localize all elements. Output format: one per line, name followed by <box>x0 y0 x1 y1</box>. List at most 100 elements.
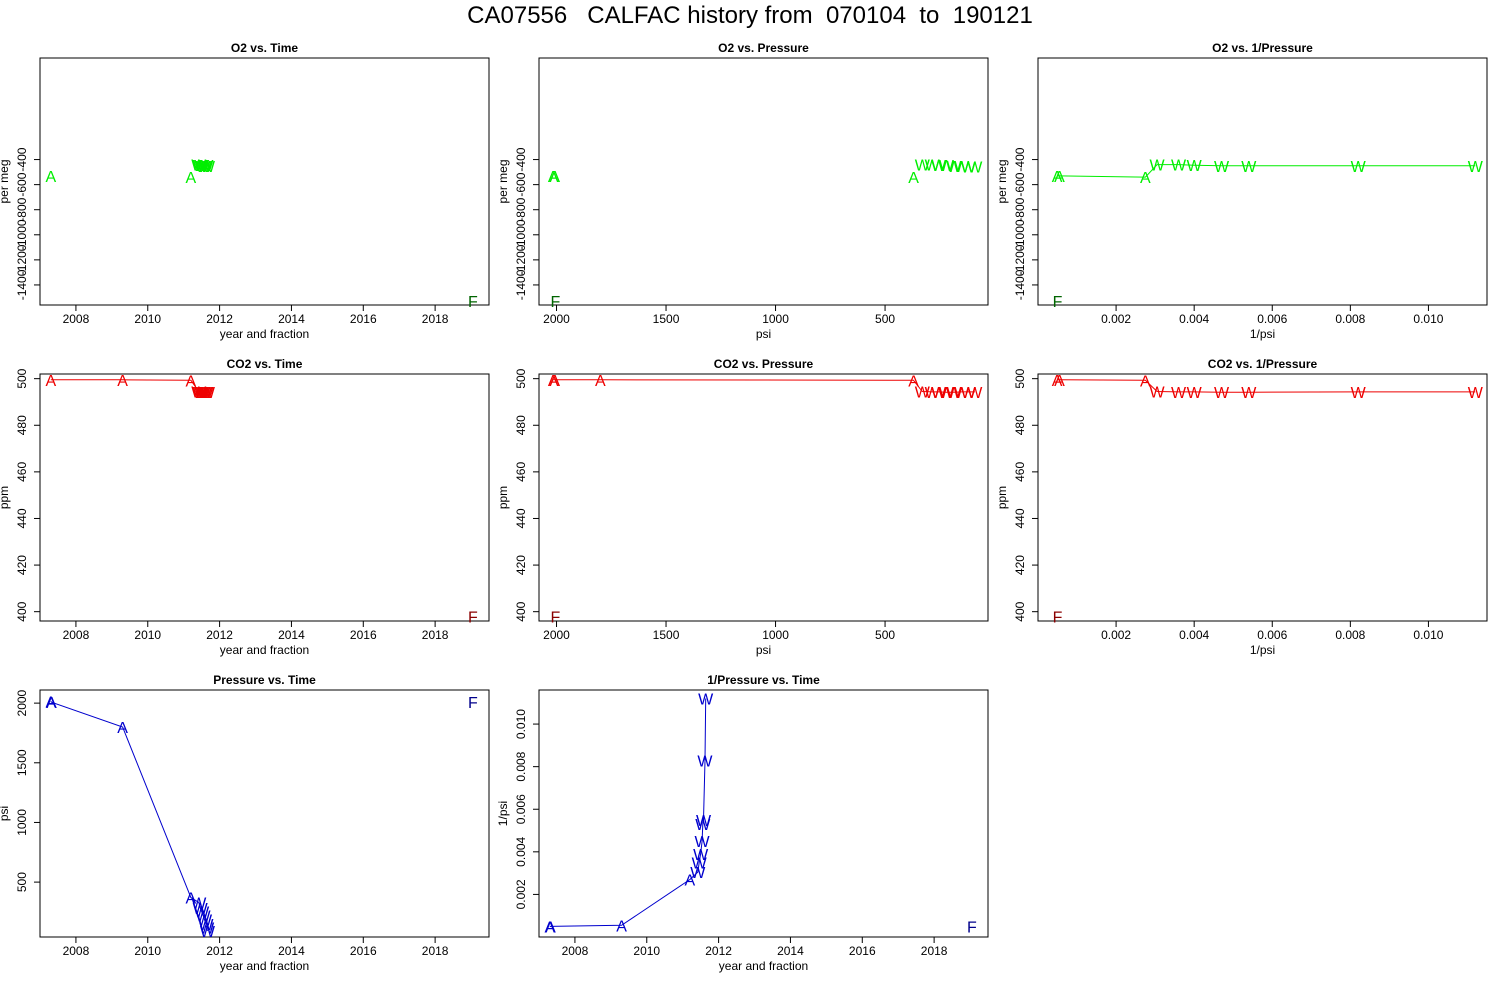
data-point: W <box>1187 158 1203 175</box>
data-point: W <box>200 385 216 402</box>
x-tick-label: 1000 <box>762 312 789 326</box>
series-line <box>553 379 975 393</box>
x-tick-label: 2018 <box>422 312 449 326</box>
data-point: W <box>200 924 216 941</box>
panel-5: CO2 vs. Pressure psi ppm 2000 1500 1000 500 400… <box>496 357 989 657</box>
x-tick-label: 500 <box>875 628 895 642</box>
y-tick-label: -1200 <box>15 244 29 275</box>
x-tick-label: 2016 <box>350 312 377 326</box>
x-tick-label: 2008 <box>63 628 90 642</box>
data-point: W <box>194 904 210 921</box>
y-tick-label: 500 <box>15 368 29 388</box>
plot-frame <box>538 57 989 306</box>
data-point: A <box>544 920 555 937</box>
data-point: A <box>908 373 919 390</box>
data-point: A <box>545 919 556 936</box>
plot-frame <box>39 57 490 306</box>
data-point: A <box>549 373 560 390</box>
data-point: W <box>925 385 941 402</box>
x-tick-label: 2010 <box>134 628 161 642</box>
y-tick-label: 480 <box>514 415 528 435</box>
data-point: W <box>695 817 711 834</box>
y-tick-label: 0.004 <box>514 836 528 866</box>
figure-title: CA07556 CALFAC history from 070104 to 19… <box>467 2 1033 29</box>
x-tick-label: 2000 <box>543 628 570 642</box>
x-tick-label: 2008 <box>63 312 90 326</box>
data-point: W <box>961 159 977 176</box>
data-point: A <box>548 169 559 186</box>
x-tick-label: 2014 <box>777 944 804 958</box>
x-tick-label: 2014 <box>278 312 305 326</box>
data-point: A <box>549 169 560 186</box>
y-axis-label: per meg <box>496 159 510 203</box>
x-axis-label: year and fraction <box>220 643 309 657</box>
data-point: W <box>194 385 210 402</box>
y-tick-label: -800 <box>1013 197 1027 221</box>
data-point: W <box>697 753 713 770</box>
data-point: A <box>616 918 627 935</box>
data-point: A <box>117 373 128 390</box>
data-point: W <box>198 917 214 934</box>
data-point: W <box>196 159 212 176</box>
y-tick-label: 0.008 <box>514 751 528 781</box>
y-tick-label: -1400 <box>15 269 29 300</box>
data-point: A <box>46 695 57 712</box>
data-point: A <box>45 169 56 186</box>
x-tick-label: 500 <box>875 312 895 326</box>
panel-title: O2 vs. Time <box>231 41 298 55</box>
y-tick-label: 0.010 <box>514 709 528 739</box>
x-axis-label: year and fraction <box>220 327 309 341</box>
data-point: W <box>1150 158 1166 175</box>
x-tick-label: 2012 <box>206 628 233 642</box>
panel-7: Pressure vs. Time year and fraction psi 200… <box>0 673 490 973</box>
final-point: F <box>468 695 478 712</box>
data-point: W <box>193 385 209 402</box>
data-point: A <box>685 873 696 890</box>
x-tick-label: 2008 <box>562 944 589 958</box>
data-point: W <box>946 159 962 176</box>
final-point: F <box>551 609 561 626</box>
x-tick-label: 2016 <box>350 628 377 642</box>
data-point: W <box>1241 159 1257 176</box>
y-tick-label: 420 <box>1013 555 1027 575</box>
data-point: A <box>1140 170 1151 187</box>
data-point: A <box>186 170 197 187</box>
data-point: W <box>954 385 970 402</box>
data-point: A <box>1054 169 1065 186</box>
x-tick-label: 2012 <box>705 944 732 958</box>
x-tick-label: 2000 <box>543 312 570 326</box>
series-line <box>1057 164 1476 178</box>
data-point: W <box>197 913 213 930</box>
final-point: F <box>967 919 977 936</box>
data-point: W <box>1187 385 1203 402</box>
y-tick-label: 0.002 <box>514 879 528 909</box>
y-tick-label: -1200 <box>514 244 528 275</box>
final-point: F <box>551 294 561 311</box>
data-point: W <box>954 159 970 176</box>
x-axis-label: 1/psi <box>1250 643 1275 657</box>
y-tick-label: 1000 <box>15 809 29 836</box>
data-point: A <box>117 720 128 737</box>
x-tick-label: 0.006 <box>1257 312 1287 326</box>
final-point: F <box>468 294 478 311</box>
panel-6: CO2 vs. 1/Pressure 1/psi ppm 0.002 0.004 0.00… <box>995 357 1488 657</box>
y-tick-label: 420 <box>15 555 29 575</box>
data-point: W <box>931 385 947 402</box>
y-tick-label: 400 <box>1013 601 1027 621</box>
data-point: W <box>915 384 931 401</box>
x-tick-label: 0.006 <box>1257 628 1287 642</box>
panel-8: 1/Pressure vs. Time year and fraction 1/ps… <box>496 673 989 973</box>
data-point: W <box>696 813 712 830</box>
data-point: W <box>200 159 216 176</box>
data-point: A <box>548 373 559 390</box>
data-point: W <box>1351 159 1367 176</box>
plot-frame <box>39 373 490 622</box>
x-tick-label: 1500 <box>653 628 680 642</box>
data-point: W <box>1468 385 1484 402</box>
plot-frame <box>1037 57 1488 306</box>
y-axis-label: ppm <box>0 486 11 509</box>
data-point: W <box>198 385 214 402</box>
data-point: W <box>196 909 212 926</box>
x-tick-label: 2010 <box>134 944 161 958</box>
